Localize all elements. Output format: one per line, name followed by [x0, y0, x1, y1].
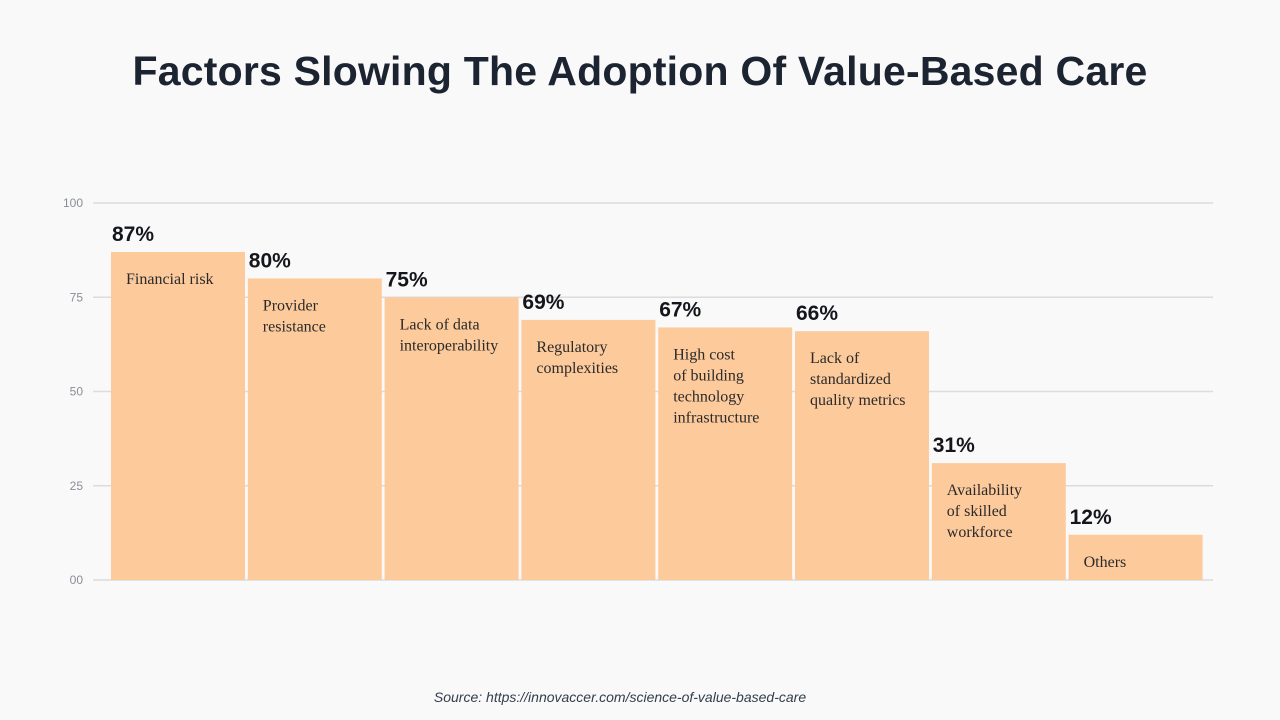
bar [1068, 534, 1203, 580]
chart-title: Factors Slowing The Adoption Of Value-Ba… [132, 48, 1148, 94]
value-label: 66% [796, 302, 838, 325]
y-tick-label: 75 [70, 290, 84, 304]
value-label: 80% [249, 249, 291, 272]
category-label: Lack of standardized quality metrics [810, 350, 906, 409]
bar [658, 327, 793, 580]
bar [247, 278, 382, 580]
category-label: Others [1084, 554, 1127, 571]
category-label: High cost of building technology infrastruc… [673, 346, 759, 426]
value-label: 69% [522, 291, 564, 314]
bar [795, 331, 929, 580]
value-label: 87% [112, 223, 154, 246]
category-label: Availability of skilled workforce [947, 482, 1022, 541]
bars [111, 252, 1203, 580]
y-tick-label: 100 [63, 196, 83, 210]
value-label: 12% [1070, 506, 1112, 529]
category-label: Financial risk [126, 271, 214, 288]
bar [111, 252, 245, 580]
category-label: Provider resistance [263, 297, 326, 335]
bar [931, 463, 1066, 580]
category-label: Regulatory complexities [536, 339, 618, 377]
category-label: Lack of data interoperability [400, 316, 499, 354]
value-label: 75% [386, 268, 428, 291]
y-tick-label: 00 [70, 573, 84, 587]
bar [384, 297, 519, 580]
value-label: 31% [933, 434, 975, 457]
y-tick-label: 50 [70, 385, 84, 399]
source-note: Source: https://innovaccer.com/science-o… [433, 689, 807, 705]
labels: 87% Financial risk 80% Provider resistance 75… [112, 223, 1126, 571]
value-label: 67% [659, 298, 701, 321]
bar [521, 319, 656, 580]
y-tick-label: 25 [70, 479, 84, 493]
